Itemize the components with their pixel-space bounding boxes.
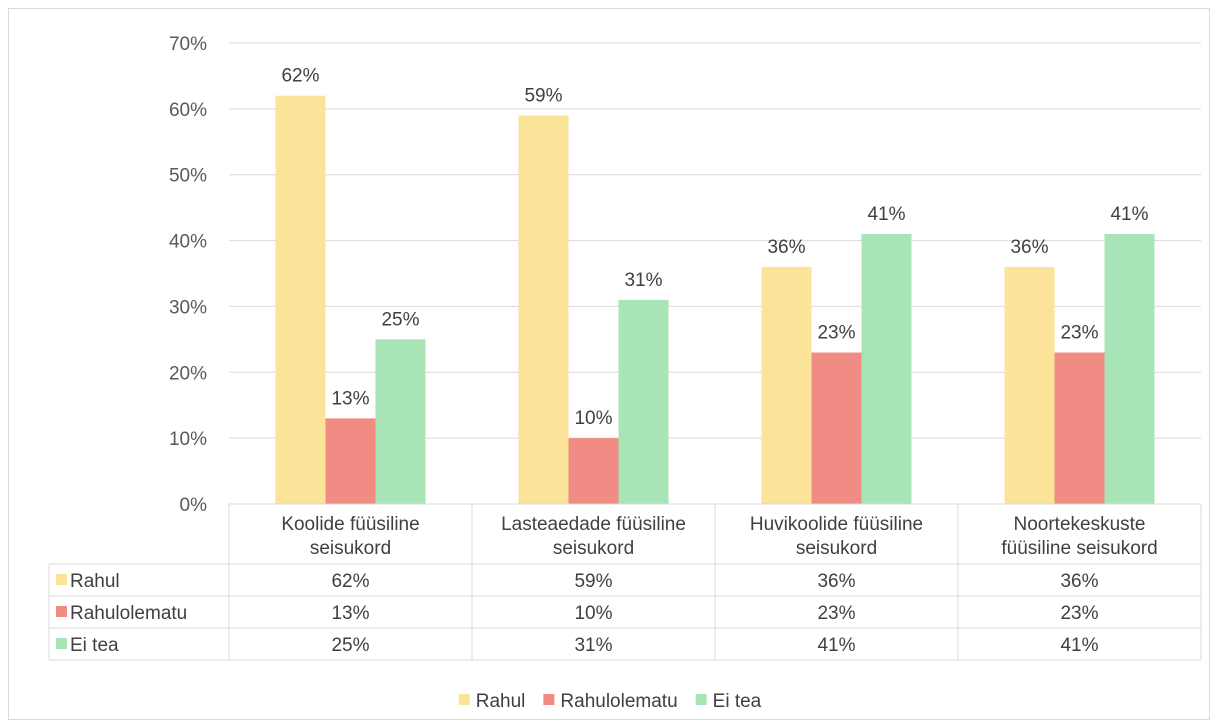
bar bbox=[1104, 233, 1155, 504]
data-labels: 62% 59% 36% 36% 13% 10% 23% 23% 25% 31% 41% 41% bbox=[281, 66, 1148, 429]
data-label: 10% bbox=[574, 408, 612, 429]
data-label: 41% bbox=[1110, 204, 1148, 225]
data-label: 23% bbox=[817, 323, 855, 344]
legend-key bbox=[458, 694, 470, 705]
data-table: Koolide füüsiline seisukord Lasteaedade fü… bbox=[48, 503, 1202, 661]
bar bbox=[568, 438, 619, 504]
bar bbox=[518, 115, 569, 504]
y-tick-label: 20% bbox=[169, 363, 207, 384]
table-row-label: Ei tea bbox=[70, 635, 119, 656]
table-header-category: Noortekeskuste bbox=[1013, 514, 1145, 535]
data-label: 36% bbox=[1010, 237, 1048, 258]
bars bbox=[275, 95, 1155, 504]
table-header-category: füüsiline seisukord bbox=[1001, 538, 1157, 559]
legend-label: Rahul bbox=[476, 691, 526, 712]
table-cell: 31% bbox=[574, 635, 612, 656]
y-tick-label: 50% bbox=[169, 166, 207, 187]
data-label: 59% bbox=[524, 85, 562, 106]
table-cell: 41% bbox=[817, 635, 855, 656]
table-cell: 13% bbox=[331, 603, 369, 624]
table-header-category: Lasteaedade füüsiline bbox=[501, 514, 686, 535]
legend-label: Rahulolematu bbox=[560, 691, 677, 712]
data-label: 62% bbox=[281, 66, 319, 87]
legend-key bbox=[543, 694, 555, 705]
bar bbox=[375, 339, 426, 504]
chart-frame: 0% 10% 20% 30% 40% 50% 60% 70% 62% 59% 36% 36% 13% 1… bbox=[8, 8, 1210, 720]
table-header-category: Huvikoolide füüsiline bbox=[750, 514, 923, 535]
data-label: 36% bbox=[767, 237, 805, 258]
data-label: 13% bbox=[331, 388, 369, 409]
table-cell: 10% bbox=[574, 603, 612, 624]
table-legend-key bbox=[56, 574, 67, 585]
data-label: 31% bbox=[624, 270, 662, 291]
table-cell: 36% bbox=[1060, 571, 1098, 592]
bar bbox=[618, 299, 669, 504]
table-cell: 62% bbox=[331, 571, 369, 592]
bar bbox=[811, 352, 862, 504]
bar bbox=[275, 95, 326, 504]
y-tick-label: 30% bbox=[169, 297, 207, 318]
y-tick-label: 0% bbox=[180, 495, 208, 516]
table-header-category: Koolide füüsiline bbox=[281, 514, 419, 535]
data-label: 23% bbox=[1060, 323, 1098, 344]
y-axis-tick-labels: 0% 10% 20% 30% 40% 50% 60% 70% bbox=[169, 34, 207, 516]
table-header-category: seisukord bbox=[310, 538, 391, 559]
data-label: 41% bbox=[867, 204, 905, 225]
y-tick-label: 10% bbox=[169, 429, 207, 450]
y-tick-label: 60% bbox=[169, 100, 207, 121]
table-row-label: Rahul bbox=[70, 571, 120, 592]
table-header-category: seisukord bbox=[553, 538, 634, 559]
data-label: 25% bbox=[381, 309, 419, 330]
legend: Rahul Rahulolematu Ei tea bbox=[458, 691, 762, 712]
bar-chart: 0% 10% 20% 30% 40% 50% 60% 70% 62% 59% 36% 36% 13% 1… bbox=[48, 34, 1202, 712]
legend-label: Ei tea bbox=[713, 691, 762, 712]
table-cell: 41% bbox=[1060, 635, 1098, 656]
y-tick-label: 70% bbox=[169, 34, 207, 55]
y-tick-label: 40% bbox=[169, 232, 207, 253]
table-row-label: Rahulolematu bbox=[70, 603, 187, 624]
table-cell: 23% bbox=[1060, 603, 1098, 624]
table-cell: 59% bbox=[574, 571, 612, 592]
bar bbox=[761, 266, 812, 504]
bar bbox=[1004, 266, 1055, 504]
bar bbox=[1054, 352, 1105, 504]
table-header-category: seisukord bbox=[796, 538, 877, 559]
table-cell: 23% bbox=[817, 603, 855, 624]
table-legend-key bbox=[56, 606, 67, 617]
table-legend-key bbox=[56, 638, 67, 649]
table-cell: 25% bbox=[331, 635, 369, 656]
legend-key bbox=[695, 694, 707, 705]
bar bbox=[325, 418, 376, 504]
table-cell: 36% bbox=[817, 571, 855, 592]
bar bbox=[861, 233, 912, 504]
